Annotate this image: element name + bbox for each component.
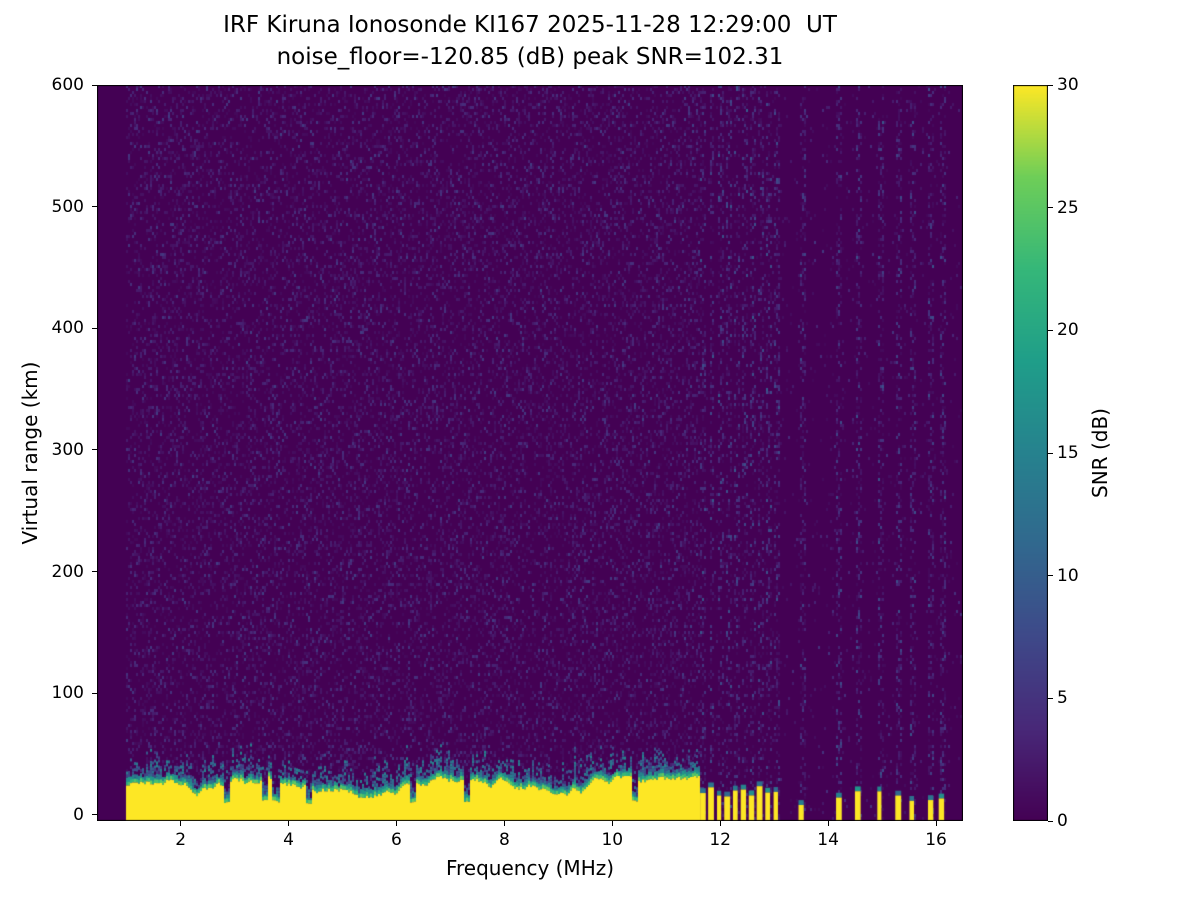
y-tick-label: 200 bbox=[51, 561, 84, 582]
x-tick-mark bbox=[288, 821, 290, 826]
colorbar-tick-label: 20 bbox=[1057, 320, 1079, 341]
colorbar-tick-mark bbox=[1048, 207, 1053, 209]
x-axis-label: Frequency (MHz) bbox=[445, 856, 615, 880]
colorbar-tick-label: 15 bbox=[1057, 443, 1079, 463]
colorbar-tick-label: 30 bbox=[1057, 75, 1079, 95]
y-tick-mark bbox=[92, 692, 97, 694]
y-tick-mark bbox=[92, 814, 97, 816]
x-tick-mark bbox=[503, 821, 505, 826]
y-tick-mark bbox=[92, 84, 97, 86]
chart-subtitle: noise_floor=-120.85 (dB) peak SNR=102.31 bbox=[276, 44, 784, 70]
x-tick-label: 16 bbox=[925, 830, 947, 850]
colorbar-tick-mark bbox=[1048, 452, 1053, 454]
colorbar-canvas bbox=[1013, 85, 1048, 821]
colorbar-tick-mark bbox=[1048, 84, 1053, 86]
y-tick-mark bbox=[92, 571, 97, 573]
y-tick-label: 600 bbox=[51, 75, 84, 95]
colorbar-tick-mark bbox=[1048, 820, 1053, 822]
colorbar-tick-mark bbox=[1048, 329, 1053, 331]
x-tick-label: 10 bbox=[601, 830, 624, 850]
x-tick-mark bbox=[611, 821, 613, 826]
y-tick-label: 300 bbox=[51, 439, 84, 460]
x-tick-label: 2 bbox=[175, 830, 187, 850]
colorbar-tick-mark bbox=[1048, 697, 1053, 699]
x-tick-label: 12 bbox=[709, 830, 731, 850]
x-tick-mark bbox=[719, 821, 721, 826]
chart-title: IRF Kiruna Ionosonde KI167 2025-11-28 12… bbox=[223, 12, 837, 38]
colorbar-tick-mark bbox=[1048, 575, 1053, 577]
x-tick-mark bbox=[180, 821, 182, 826]
x-tick-label: 14 bbox=[817, 830, 839, 850]
colorbar-tick-label: 10 bbox=[1057, 565, 1079, 586]
x-tick-label: 6 bbox=[391, 830, 402, 850]
colorbar-tick-label: 0 bbox=[1057, 811, 1068, 831]
y-tick-mark bbox=[92, 449, 97, 451]
y-tick-label: 100 bbox=[51, 683, 84, 704]
y-tick-label: 400 bbox=[51, 318, 84, 339]
y-tick-label: 0 bbox=[73, 804, 84, 825]
x-tick-label: 4 bbox=[283, 830, 294, 850]
x-tick-mark bbox=[827, 821, 829, 826]
x-tick-mark bbox=[395, 821, 397, 826]
colorbar-tick-label: 25 bbox=[1057, 197, 1079, 218]
y-tick-mark bbox=[92, 327, 97, 329]
ionogram-heatmap-canvas bbox=[97, 85, 963, 821]
x-tick-mark bbox=[935, 821, 937, 826]
colorbar-tick-label: 5 bbox=[1057, 688, 1068, 709]
y-tick-mark bbox=[92, 206, 97, 208]
x-tick-label: 8 bbox=[498, 830, 510, 850]
y-tick-label: 500 bbox=[51, 196, 84, 217]
